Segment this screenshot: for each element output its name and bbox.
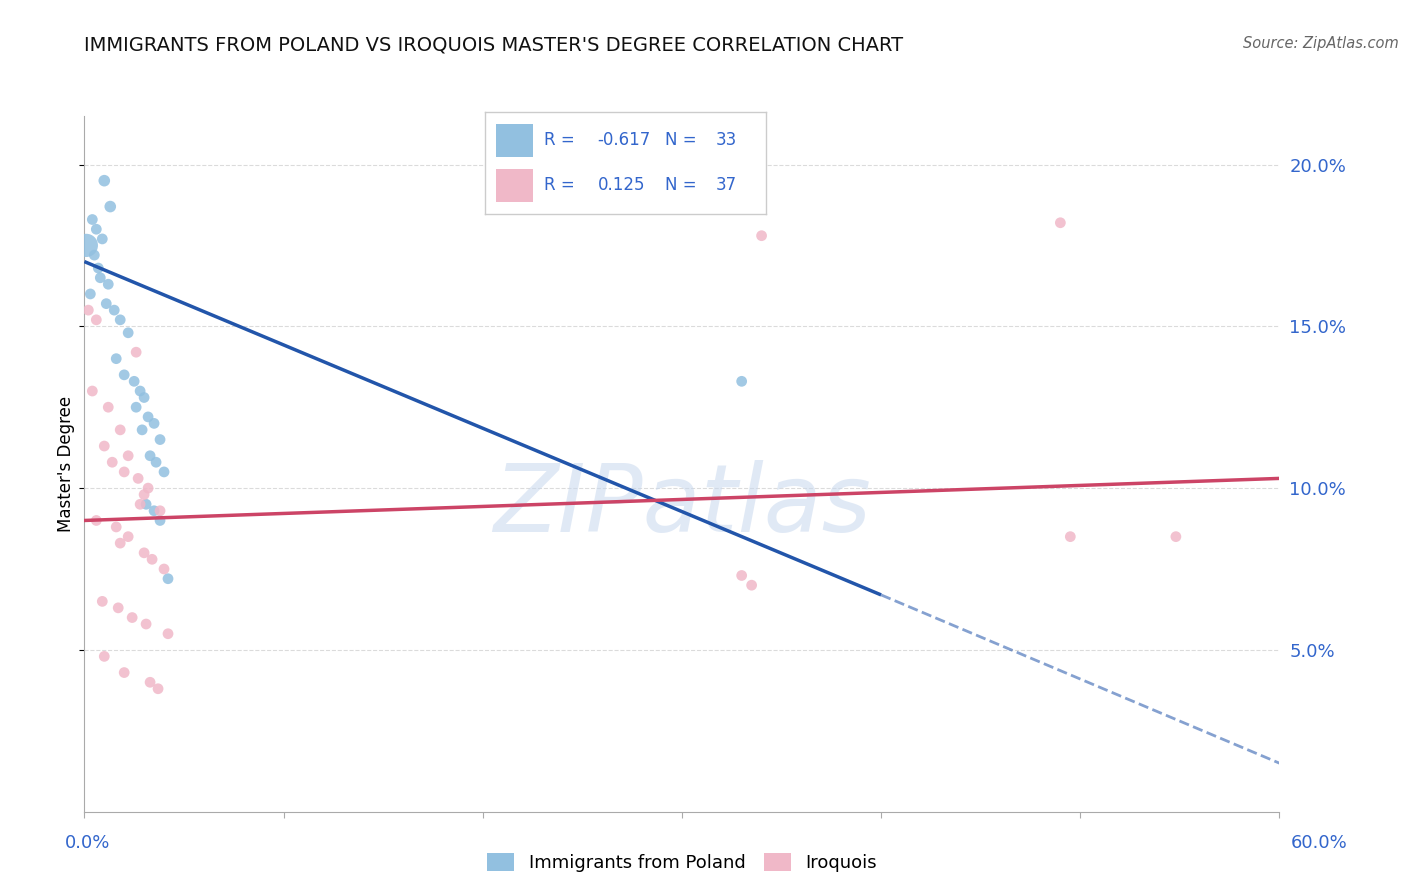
Point <box>135 497 157 511</box>
Text: R =: R = <box>544 131 581 149</box>
Point <box>91 594 114 608</box>
Point <box>110 423 132 437</box>
Point <box>125 345 148 359</box>
Point <box>145 455 167 469</box>
Point <box>110 313 132 327</box>
Point <box>86 222 108 236</box>
Point <box>129 384 152 398</box>
Point <box>110 536 132 550</box>
Text: R =: R = <box>544 177 581 194</box>
Point <box>131 423 153 437</box>
Point <box>101 455 124 469</box>
Point <box>86 513 108 527</box>
Point <box>98 200 121 214</box>
Point <box>751 228 773 243</box>
Point <box>79 287 101 301</box>
Text: ZIPatlas: ZIPatlas <box>494 460 870 551</box>
Point <box>93 649 115 664</box>
Point <box>1049 216 1071 230</box>
Point <box>1164 530 1187 544</box>
Text: N =: N = <box>665 177 702 194</box>
Point <box>149 513 172 527</box>
Point <box>157 572 180 586</box>
Text: 0.125: 0.125 <box>598 177 645 194</box>
Point <box>146 681 169 696</box>
Text: 33: 33 <box>716 131 737 149</box>
Point <box>105 520 128 534</box>
Point <box>96 296 118 310</box>
Text: IMMIGRANTS FROM POLAND VS IROQUOIS MASTER'S DEGREE CORRELATION CHART: IMMIGRANTS FROM POLAND VS IROQUOIS MASTE… <box>84 36 904 54</box>
Point <box>125 401 148 415</box>
Point <box>149 504 172 518</box>
Point <box>741 578 763 592</box>
Point <box>75 238 97 252</box>
Point <box>107 600 129 615</box>
Point <box>103 303 125 318</box>
Point <box>117 326 139 340</box>
Point <box>121 610 143 624</box>
Text: N =: N = <box>665 131 702 149</box>
Point <box>77 303 100 318</box>
Point <box>143 504 166 518</box>
Point <box>132 546 156 560</box>
Point <box>97 401 120 415</box>
Point <box>136 481 159 495</box>
Bar <box>496 124 533 157</box>
Point <box>122 374 145 388</box>
Point <box>143 417 166 431</box>
Point <box>153 465 176 479</box>
Point <box>86 313 108 327</box>
Point <box>132 391 156 405</box>
Point <box>132 487 156 501</box>
Text: -0.617: -0.617 <box>598 131 651 149</box>
Point <box>117 530 139 544</box>
Text: 37: 37 <box>716 177 737 194</box>
Point <box>112 368 135 382</box>
Point <box>157 626 180 640</box>
Point <box>89 270 111 285</box>
Point <box>731 568 754 582</box>
Point <box>153 562 176 576</box>
Point <box>112 665 135 680</box>
Point <box>93 439 115 453</box>
Point <box>82 384 104 398</box>
Point <box>139 675 162 690</box>
Point <box>97 277 120 292</box>
Point <box>127 471 149 485</box>
Point <box>91 232 114 246</box>
Y-axis label: Master's Degree: Master's Degree <box>58 396 76 532</box>
Bar <box>496 169 533 202</box>
Point <box>87 261 110 276</box>
Point <box>93 174 115 188</box>
Point <box>149 433 172 447</box>
Point <box>112 465 135 479</box>
Point <box>83 248 105 262</box>
Point <box>105 351 128 366</box>
Point <box>139 449 162 463</box>
Point <box>135 617 157 632</box>
Text: 0.0%: 0.0% <box>65 834 110 852</box>
Point <box>129 497 152 511</box>
Text: 60.0%: 60.0% <box>1291 834 1347 852</box>
Legend: Immigrants from Poland, Iroquois: Immigrants from Poland, Iroquois <box>486 853 877 872</box>
Text: Source: ZipAtlas.com: Source: ZipAtlas.com <box>1243 36 1399 51</box>
Point <box>117 449 139 463</box>
Point <box>731 374 754 388</box>
Point <box>82 212 104 227</box>
Point <box>1059 530 1081 544</box>
Point <box>136 409 159 424</box>
Point <box>141 552 163 566</box>
